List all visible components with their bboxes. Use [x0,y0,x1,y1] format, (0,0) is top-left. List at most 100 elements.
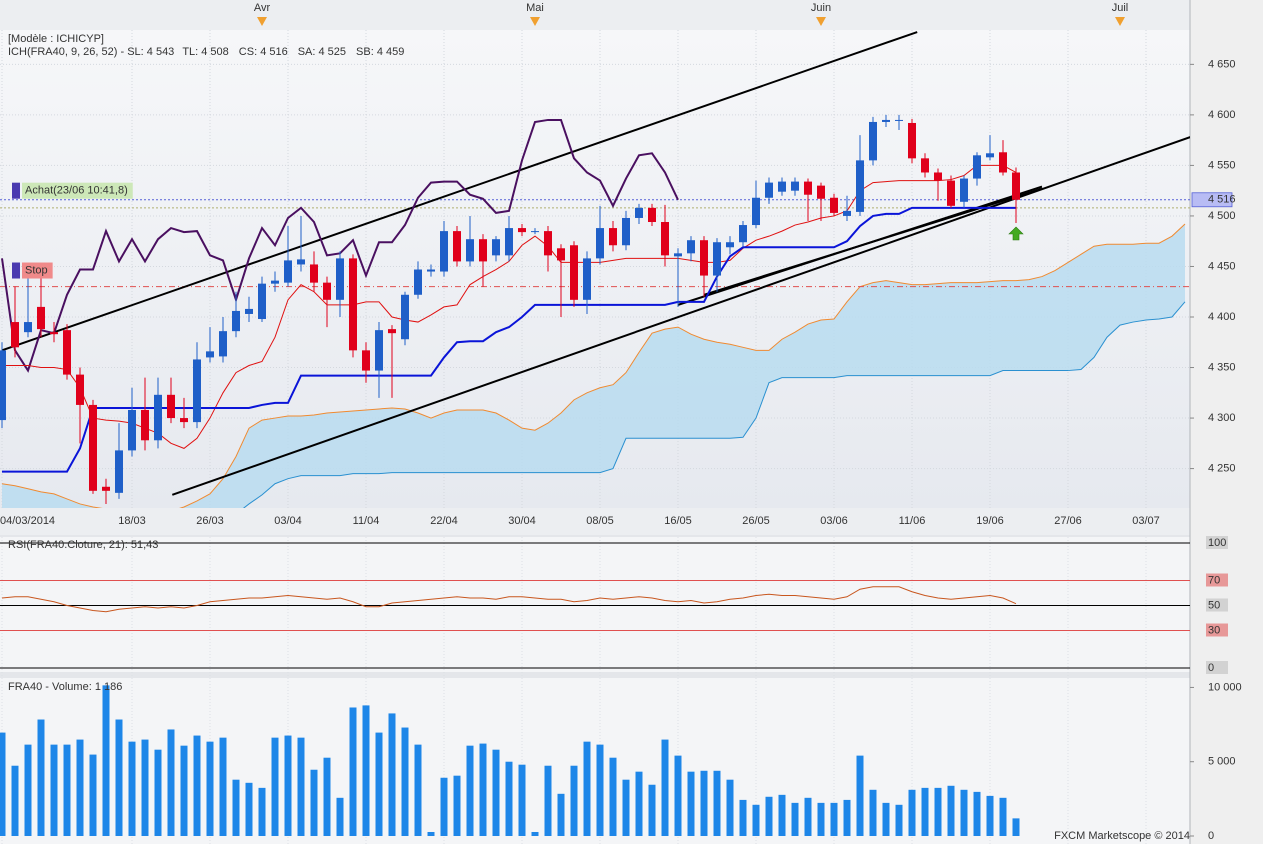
footer: FXCM Marketscope © 2014 [1054,830,1190,842]
volume-bar [700,770,708,836]
x-tick-label: 18/03 [118,515,146,527]
volume-bar [830,802,838,836]
candle-body [37,306,45,330]
volume-bar [583,741,591,836]
candle-body [817,185,825,199]
volume-bar [76,739,84,836]
y-tick-label: 4 350 [1208,361,1236,373]
volume-bar [973,791,981,836]
y-tick-label: 30 [1208,624,1220,636]
candle-body [11,322,19,348]
volume-bar [193,735,201,836]
candle-body [518,228,526,233]
tick-label-bg [1206,573,1228,587]
candle-body [466,239,474,262]
month-marker [530,17,540,26]
rsi-panel [0,537,1190,672]
main-plot [0,30,1190,508]
tick-label-bg [1206,661,1228,674]
candle-body [830,197,838,213]
x-tick-label: 30/04 [508,515,536,527]
y-tick-label: 100 [1208,537,1226,549]
trend-line [171,136,1190,496]
tick-label-bg [1206,598,1228,612]
volume-bar [440,777,448,836]
candle-body [895,119,903,121]
y-tick-label: 4 300 [1208,412,1236,424]
candle-body [583,258,591,300]
candle-body [479,239,487,262]
candle-body [362,350,370,371]
price-axis [1190,0,1263,844]
volume-bar [89,754,97,836]
x-tick-label: 22/04 [430,515,458,527]
volume-bar [297,737,305,836]
candle-body [960,178,968,202]
price-tag [1191,192,1233,208]
month-marker [1115,17,1125,26]
x-tick-label: 08/05 [586,515,614,527]
order-marker [12,182,20,199]
candle-body [388,329,396,334]
order-label-bg [22,182,133,199]
cloud [2,224,1185,508]
y-tick-label: 4 500 [1208,210,1236,222]
x-tick-label: 26/03 [196,515,224,527]
rsi-line [1,586,1017,613]
volume-bar [544,765,552,836]
volume-bar [934,787,942,836]
legend-entry: SB: 4 459 [356,46,404,58]
volume-title: FRA40 - Volume: 1 186 [8,681,122,693]
volume-bar [271,737,279,836]
month-label: Juin [811,2,831,14]
legend-entry: TL: 4 508 [182,46,228,58]
candle-body [284,260,292,283]
month-label: Juil [1112,2,1129,14]
volume-bar [63,744,71,836]
volume-bar [24,744,32,836]
candle-body [323,282,331,300]
volume-bar [570,765,578,836]
volume-bar [37,719,45,836]
signal-arrow [1008,226,1024,241]
candle-body [661,222,669,256]
volume-bar [817,802,825,836]
order-label-bg [22,262,53,279]
volume-bar [492,749,500,836]
candle-body [336,258,344,300]
candle-body [635,207,643,218]
trend-line [703,187,1043,296]
volume-bar [869,789,877,836]
candle-body [986,153,994,158]
volume-bar [414,744,422,836]
candle-body [674,253,682,257]
volume-bar [557,793,565,836]
volume-bar [219,737,227,836]
rsi-title: RSI(FRA40.Cloture, 21): 51,43 [8,539,158,551]
volume-bar [726,779,734,836]
volume-bar [388,713,396,836]
month-marker [257,17,267,26]
volume-bar [635,771,643,836]
month-marker [816,17,826,26]
candle-body [206,351,214,358]
volume-bar [323,757,331,836]
candle-body [570,245,578,300]
candle-body [622,217,630,246]
volume-bar [180,745,188,836]
volume-bar [245,782,253,836]
volume-bar [908,789,916,836]
candle-body [141,409,149,441]
month-label: Avr [254,2,271,14]
candle-body [843,210,851,216]
volume-bar [947,785,955,836]
x-tick-label: 27/06 [1054,515,1082,527]
volume-bar [882,802,890,836]
volume-panel [0,678,1190,844]
candle-body [739,225,747,243]
candle-body [596,228,604,259]
trend-line [1,31,918,352]
y-tick-label: 10 000 [1208,681,1242,693]
candle-body [102,486,110,491]
candle-body [1012,172,1020,200]
